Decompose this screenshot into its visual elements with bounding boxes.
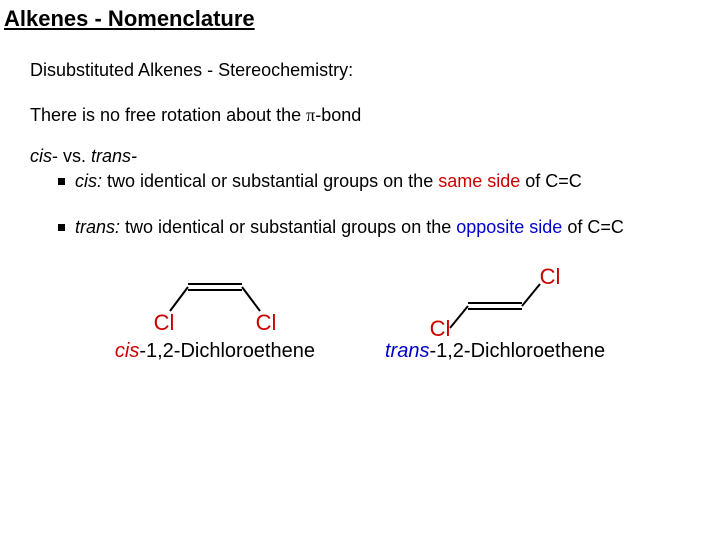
- heading-mid: - vs.: [52, 146, 91, 166]
- trans-name: -1,2-Dichloroethene: [429, 340, 605, 362]
- bullet-icon: [58, 224, 65, 231]
- cis-diagram: Cl Cl: [140, 266, 290, 336]
- cis-pre: two identical or substantial groups on t…: [102, 171, 438, 191]
- text-pre: There is no free rotation about the: [30, 105, 306, 125]
- cis-prefix: cis: [115, 340, 139, 362]
- cis-structure: Cl Cl cis-1,2-Dichloroethene: [115, 266, 315, 363]
- text-post: -bond: [315, 105, 361, 125]
- structure-row: Cl Cl cis-1,2-Dichloroethene Cl Cl trans…: [0, 266, 720, 363]
- trans-diagram: Cl Cl: [410, 266, 580, 336]
- bullet-icon: [58, 178, 65, 185]
- subtitle: Disubstituted Alkenes - Stereochemistry:: [0, 32, 720, 81]
- free-rotation-line: There is no free rotation about the π-bo…: [0, 81, 720, 126]
- cl-atom-left: Cl: [430, 316, 451, 336]
- bullet-cis-text: cis: two identical or substantial groups…: [75, 169, 720, 193]
- same-side: same side: [438, 171, 520, 191]
- cis-name: -1,2-Dichloroethene: [139, 340, 315, 362]
- page-title: Alkenes - Nomenclature: [0, 0, 720, 32]
- opposite-side: opposite side: [456, 217, 562, 237]
- cis-word: cis: [30, 146, 52, 166]
- trans-word: trans-: [91, 146, 137, 166]
- trans-structure: Cl Cl trans-1,2-Dichloroethene: [385, 266, 605, 363]
- trans-term: trans:: [75, 217, 120, 237]
- cl-atom-right: Cl: [256, 310, 277, 335]
- trans-label: trans-1,2-Dichloroethene: [385, 340, 605, 363]
- trans-post: of C=C: [562, 217, 624, 237]
- trans-prefix: trans: [385, 340, 429, 362]
- cl-atom-right: Cl: [540, 266, 561, 289]
- bullet-trans-text: trans: two identical or substantial grou…: [75, 215, 720, 239]
- cis-post: of C=C: [520, 171, 582, 191]
- cl-atom-left: Cl: [154, 310, 175, 335]
- cis-label: cis-1,2-Dichloroethene: [115, 340, 315, 363]
- pi-symbol: π: [306, 105, 315, 125]
- cis-term: cis:: [75, 171, 102, 191]
- cis-trans-heading: cis- vs. trans-: [0, 126, 720, 167]
- bullet-cis: cis: two identical or substantial groups…: [0, 167, 720, 193]
- trans-pre: two identical or substantial groups on t…: [120, 217, 456, 237]
- bullet-trans: trans: two identical or substantial grou…: [0, 213, 720, 239]
